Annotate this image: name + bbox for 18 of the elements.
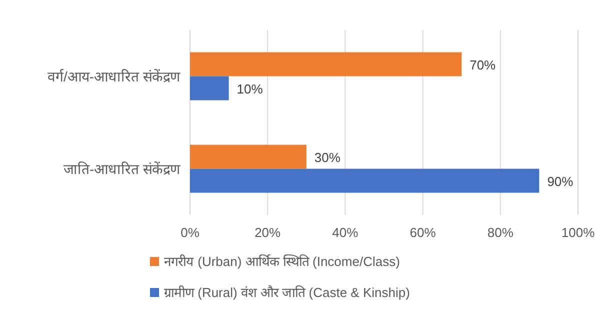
legend-label: ग्रामीण (Rural) वंश और जाति (Caste & Kinship) xyxy=(164,285,410,300)
x-tick-label: 40% xyxy=(332,225,359,240)
bar xyxy=(190,52,462,76)
y-tick-label: जाति-आधारित संकेंद्रण xyxy=(63,160,181,177)
x-tick-label: 60% xyxy=(410,225,436,240)
legend-label: नगरीय (Urban) आर्थिक स्थिति (Income/Class) xyxy=(164,254,400,269)
data-label: 70% xyxy=(470,57,496,72)
bar xyxy=(190,76,229,100)
x-tick-label: 0% xyxy=(180,225,200,240)
x-tick-label: 80% xyxy=(487,225,514,240)
data-label: 30% xyxy=(314,150,341,165)
data-label: 10% xyxy=(236,81,264,96)
bar xyxy=(190,168,540,193)
bar xyxy=(190,144,306,169)
data-label: 90% xyxy=(547,174,574,189)
y-tick-label: वर्ग/आय-आधारित संकेंद्रण xyxy=(48,68,181,84)
x-tick-label: 20% xyxy=(254,225,282,240)
x-tick-label: 100% xyxy=(561,225,596,240)
